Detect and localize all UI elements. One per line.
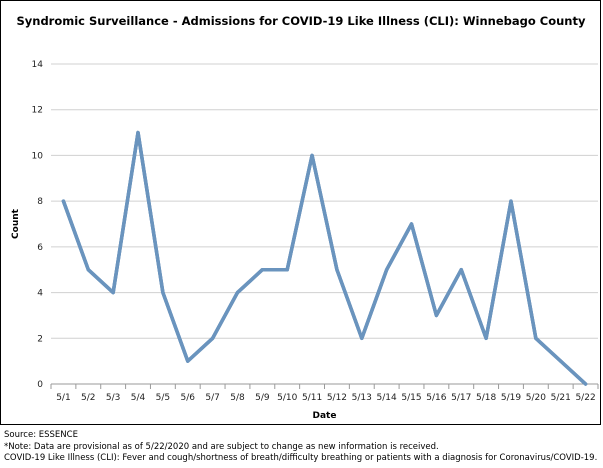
data-point: [61, 199, 66, 203]
data-point: [310, 153, 314, 158]
axes: [50, 383, 599, 389]
y-tick-label: 2: [37, 334, 43, 344]
data-point: [211, 336, 215, 340]
gridlines: [51, 63, 598, 339]
x-tick-label: 5/21: [551, 393, 571, 403]
y-tick-labels: 0 2 4 6 8 10 12 14: [32, 60, 44, 390]
y-tick-label: 10: [32, 151, 44, 161]
data-point: [459, 268, 463, 272]
data-point: [235, 290, 240, 295]
series-line-edge: [61, 130, 588, 386]
x-tick-label: 5/12: [327, 393, 347, 403]
x-tick-label: 5/1: [56, 393, 70, 403]
data-point: [534, 336, 538, 340]
x-tick-label: 5/18: [476, 393, 496, 403]
y-tick-label: 4: [37, 289, 43, 299]
series-layer: [61, 130, 588, 386]
x-tick-label: 5/4: [131, 393, 146, 403]
y-tick-label: 6: [37, 243, 43, 253]
y-axis-label: Count: [11, 208, 21, 239]
x-tick-label: 5/14: [377, 393, 397, 403]
x-tick-label: 5/15: [401, 393, 421, 403]
x-tick-label: 5/13: [352, 393, 372, 403]
data-point: [111, 290, 115, 295]
x-tick-label: 5/2: [81, 393, 95, 403]
x-tick-label: 5/11: [302, 393, 322, 403]
x-axis-label: Date: [313, 411, 337, 421]
x-tick-label: 5/19: [501, 393, 521, 403]
data-point: [86, 268, 90, 272]
y-tick-label: 14: [32, 60, 44, 70]
chart-title: Syndromic Surveillance - Admissions for …: [16, 14, 586, 28]
x-tick-label: 5/3: [106, 393, 120, 403]
data-point: [583, 382, 588, 386]
data-point: [136, 130, 140, 135]
source-note: Source: ESSENCE: [4, 430, 78, 440]
data-point: [409, 222, 414, 226]
x-tick-label: 5/22: [575, 393, 595, 403]
x-tick-label: 5/9: [255, 393, 270, 403]
chart-frame: Syndromic Surveillance - Admissions for …: [0, 0, 601, 425]
footnotes: Source: ESSENCE *Note: Data are provisio…: [4, 430, 600, 465]
x-tick-label: 5/5: [156, 393, 170, 403]
y-tick-label: 0: [37, 380, 43, 390]
data-point: [360, 336, 364, 340]
series-line: [61, 130, 588, 386]
x-tick-label: 5/8: [230, 393, 245, 403]
data-point: [186, 359, 190, 363]
y-tick-label: 8: [37, 197, 43, 207]
data-point: [434, 313, 438, 318]
x-tick-labels: 5/1 5/2 5/3 5/4 5/5 5/6 5/7 5/8 5/9 5/10 5/11 5/12 5…: [56, 393, 595, 403]
line-chart: Syndromic Surveillance - Admissions for …: [11, 14, 599, 421]
x-tick-label: 5/7: [205, 393, 219, 403]
x-tick-label: 5/6: [181, 393, 196, 403]
data-point: [335, 268, 339, 272]
x-tick-label: 5/16: [426, 393, 446, 403]
x-tick-label: 5/10: [277, 393, 297, 403]
y-tick-label: 12: [32, 106, 43, 116]
data-point: [559, 359, 563, 363]
x-tick-label: 5/20: [526, 393, 546, 403]
data-point: [285, 268, 289, 272]
data-point: [260, 268, 264, 272]
provisional-note: *Note: Data are provisional as of 5/22/2…: [4, 441, 439, 452]
data-point: [385, 268, 389, 272]
cli-definition-note: COVID-19 Like Illness (CLI): Fever and c…: [4, 453, 598, 463]
data-point: [509, 199, 513, 203]
data-point: [484, 336, 488, 340]
x-tick-label: 5/17: [451, 393, 471, 403]
data-point: [161, 290, 165, 295]
